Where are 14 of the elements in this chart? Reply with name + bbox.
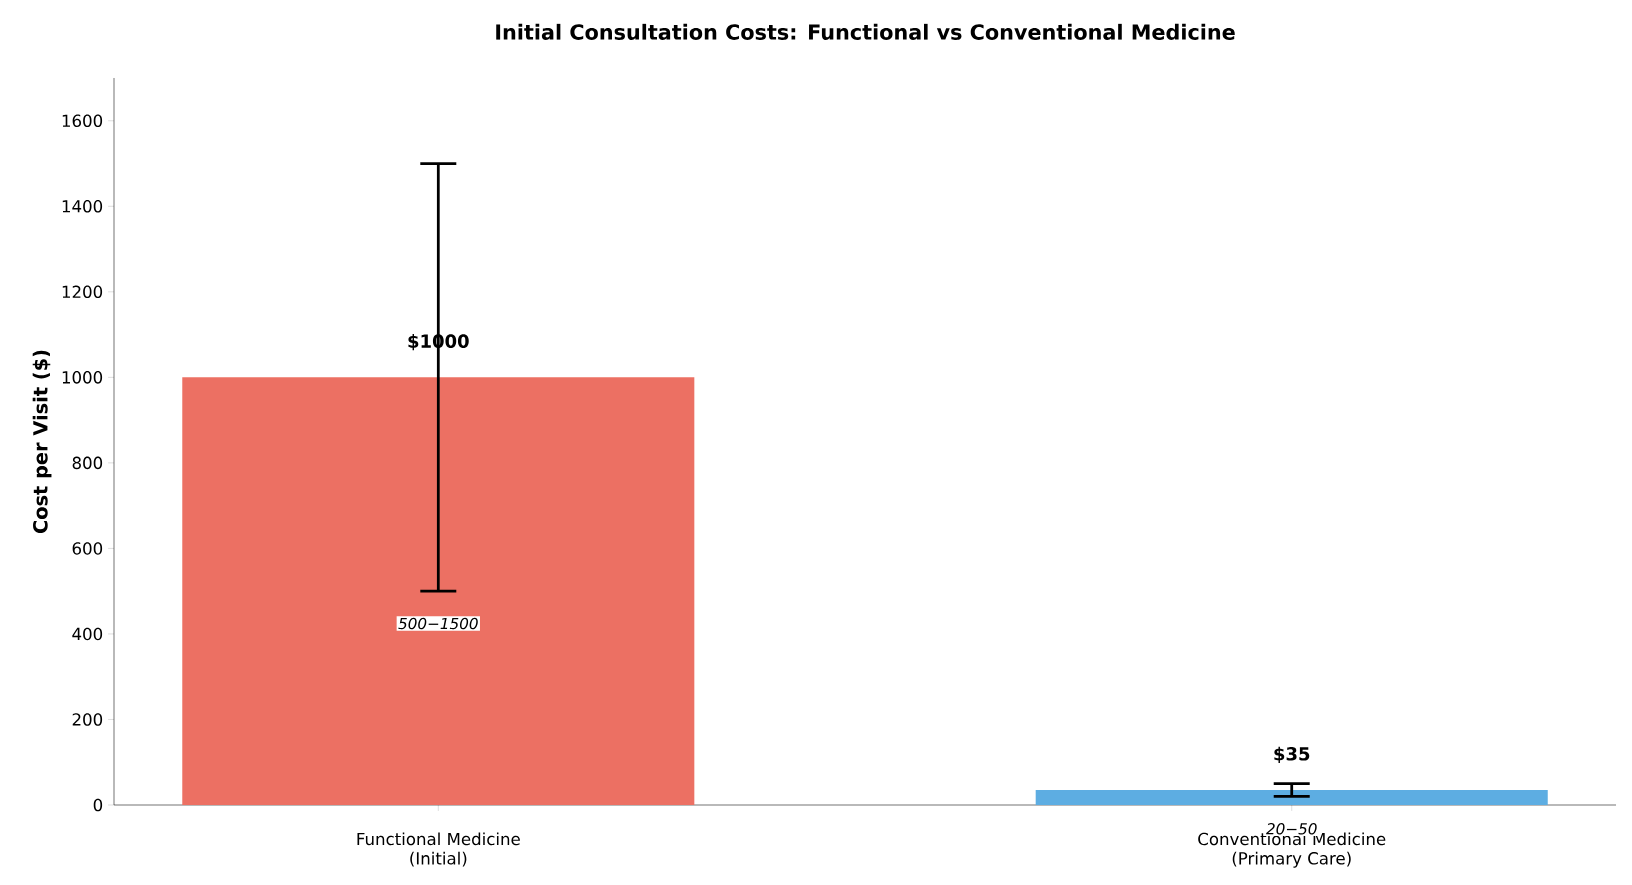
y-tick-label: 600 <box>72 542 103 555</box>
y-tick-label: 1600 <box>62 114 103 128</box>
y-tick-label: 0 <box>93 798 103 812</box>
data-label: $35 <box>1274 746 1310 764</box>
y-tick-label: 1400 <box>62 200 103 213</box>
y-tick-label: 1200 <box>62 285 103 299</box>
x-tick-label: Functional Medicine (Initial) <box>357 832 520 867</box>
y-tick-label: 400 <box>72 627 103 641</box>
y-axis-title: Cost per Visit ($) <box>32 350 52 534</box>
annotation: 500−1500 <box>398 617 478 630</box>
y-tick-label: 800 <box>72 456 103 470</box>
chart-title: Initial Consultation Costs: Functional vs Conventional Medicine <box>496 23 1235 40</box>
y-tick-label: 1000 <box>62 371 103 384</box>
y-tick-label: 200 <box>72 713 103 726</box>
